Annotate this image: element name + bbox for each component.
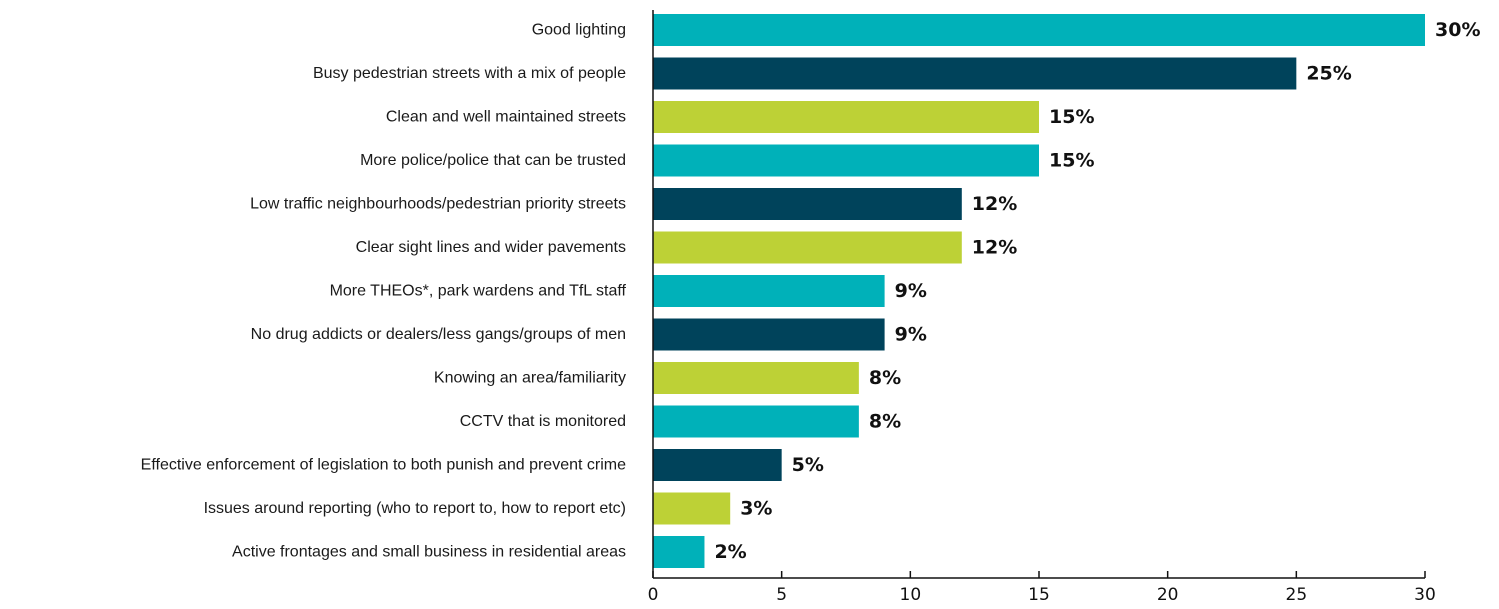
bar <box>653 405 859 438</box>
bar <box>653 14 1425 46</box>
category-label: Knowing an area/familiarity <box>434 370 626 387</box>
value-labels-layer: 30% 25% 15% 15% 12% 12% 9% 9% 8% 8% 5% 3% 2% <box>714 19 1480 563</box>
category-label: Clean and well maintained streets <box>386 109 626 126</box>
value-label: 9% <box>895 280 927 302</box>
bar <box>653 536 705 568</box>
x-tick-label: 30 <box>1414 585 1436 605</box>
category-label: Low traffic neighbourhoods/pedestrian pr… <box>250 196 626 213</box>
category-label: CCTV that is monitored <box>460 413 626 430</box>
value-label: 15% <box>1049 150 1094 172</box>
bar <box>653 101 1039 133</box>
value-label: 8% <box>869 367 901 389</box>
category-label: Effective enforcement of legislation to … <box>141 457 626 474</box>
x-tick-label: 10 <box>900 585 922 605</box>
value-label: 3% <box>740 498 772 520</box>
bar <box>653 188 962 220</box>
value-label: 5% <box>792 454 824 476</box>
x-axis-ticks-layer: 0 5 10 15 20 25 30 <box>648 571 1436 605</box>
category-label: Good lighting <box>532 22 626 39</box>
bar <box>653 492 731 525</box>
value-label: 12% <box>972 193 1017 215</box>
category-label: Busy pedestrian streets with a mix of pe… <box>313 65 626 82</box>
x-tick-label: 25 <box>1286 585 1308 605</box>
value-label: 9% <box>895 324 927 346</box>
x-tick-label: 0 <box>648 585 659 605</box>
bar <box>653 231 962 264</box>
category-label: Clear sight lines and wider pavements <box>356 239 626 256</box>
bar <box>653 318 885 351</box>
x-tick-label: 15 <box>1028 585 1050 605</box>
bars-layer <box>653 14 1425 568</box>
category-label: Active frontages and small business in r… <box>232 544 626 561</box>
bar <box>653 275 885 307</box>
value-label: 30% <box>1435 19 1480 41</box>
category-label: More police/police that can be trusted <box>360 152 626 169</box>
category-label: No drug addicts or dealers/less gangs/gr… <box>251 326 626 343</box>
value-label: 25% <box>1306 63 1351 85</box>
bar <box>653 362 859 394</box>
value-label: 15% <box>1049 106 1094 128</box>
category-labels-layer: Good lighting Busy pedestrian streets wit… <box>141 22 627 561</box>
value-label: 2% <box>714 541 746 563</box>
value-label: 8% <box>869 411 901 433</box>
x-tick-label: 20 <box>1157 585 1179 605</box>
category-label: Issues around reporting (who to report t… <box>204 500 626 517</box>
category-label: More THEOs*, park wardens and TfL staff <box>330 283 627 300</box>
bar <box>653 449 782 481</box>
x-tick-label: 5 <box>776 585 787 605</box>
bar <box>653 144 1039 177</box>
value-label: 12% <box>972 237 1017 259</box>
bar <box>653 57 1297 90</box>
